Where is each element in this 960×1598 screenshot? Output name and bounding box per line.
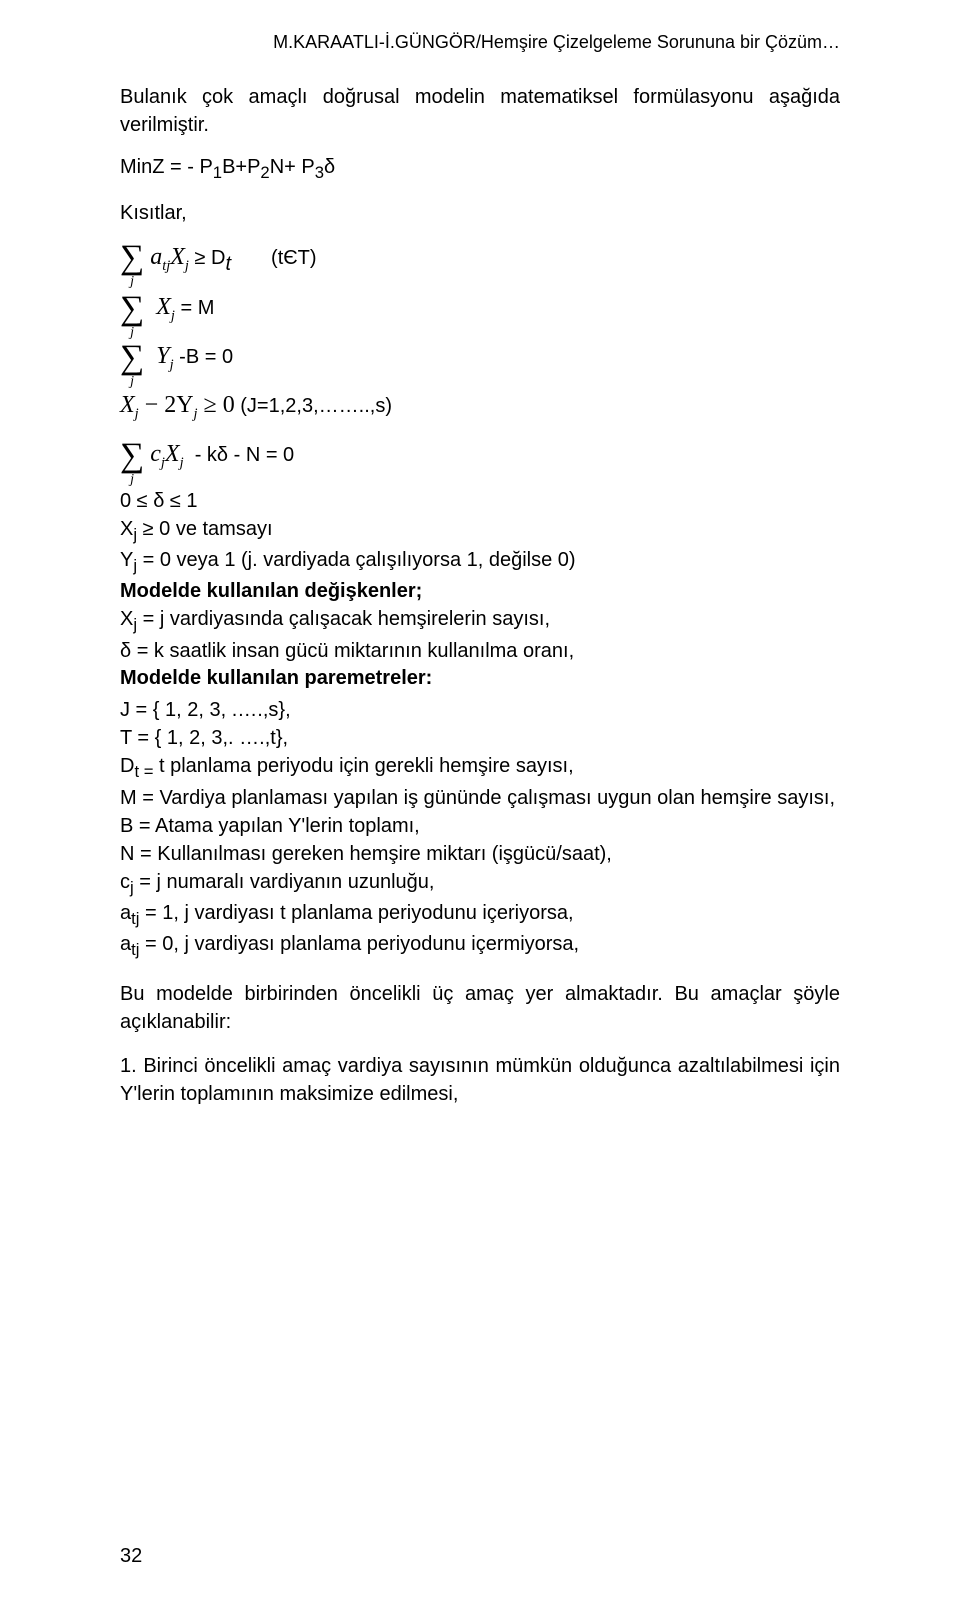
sigma-icon: ∑j [120,292,144,326]
param-l8-tail: = 1, j vardiyası t planlama periyodunu i… [139,902,573,924]
bound-line-2: Xj ≥ 0 ve tamsayı [120,515,840,546]
equation-5: ∑jcjXj - kδ - N = 0 [120,438,840,473]
var-line-1: Xj = j vardiyasında çalışacak hemşireler… [120,605,840,636]
param-line-7: cj = j numaralı vardiyanın uzunluğu, [120,868,840,899]
var-l1-tail: = j vardiyasında çalışacak hemşirelerin … [137,608,550,630]
var-line-2: δ = k saatlik insan gücü miktarının kull… [120,637,840,665]
param-l7-tail: = j numaralı vardiyanın uzunluğu, [134,871,435,893]
closing-paragraph: Bu modelde birbirinden öncelikli üç amaç… [120,980,840,1036]
param-line-8: atj = 1, j vardiyası t planlama periyodu… [120,899,840,930]
objective-line: MinZ = - P1B+P2N+ P3δ [120,153,840,184]
bound-l2-pre: X [120,518,133,540]
constraint-bounds: 0 ≤ δ ≤ 1 Xj ≥ 0 ve tamsayı Yj = 0 veya … [120,487,840,578]
eq1-a: a [150,244,162,270]
eq1-t-sub: t [225,252,231,274]
eq3-Y: Y [156,343,169,369]
param-line-2: T = { 1, 2, 3,. ….,t}, [120,724,840,752]
eq4-mid: − 2Y [139,392,194,418]
eq1-op: ≥ D [189,247,226,269]
param-line-4: M = Vardiya planlaması yapılan iş gününd… [120,784,840,812]
eq5-X: X [165,441,180,467]
param-l3-tail: t planlama periyodu için gerekli hemşire… [153,755,573,777]
eq3-rhs: -B = 0 [174,346,233,368]
eq2-X: X [156,294,171,320]
minz-mid2: N+ P [270,156,315,178]
param-l8-pre: a [120,902,131,924]
equation-3: ∑j Yj -B = 0 [120,340,840,375]
eq4-geq: ≥ 0 [198,392,235,418]
param-line-6: N = Kullanılması gereken hemşire miktarı… [120,840,840,868]
param-l3-pre: D [120,755,134,777]
var-l1-pre: X [120,608,133,630]
param-line-5: B = Atama yapılan Y'lerin toplamı, [120,812,840,840]
bound-line-1: 0 ≤ δ ≤ 1 [120,487,840,515]
param-l9-pre: a [120,933,131,955]
eq1-note: (tЄT) [271,244,316,272]
sigma-icon: ∑j [120,341,144,375]
eq4-X: X [120,392,135,418]
running-head: M.KARAATLI-İ.GÜNGÖR/Hemşire Çizelgeleme … [120,30,840,55]
minz-delta: δ [324,156,335,178]
numbered-item-1: 1. Birinci öncelikli amaç vardiya sayısı… [120,1052,840,1108]
param-line-3: Dt = t planlama periyodu için gerekli he… [120,752,840,783]
parameters-block: J = { 1, 2, 3, .….,s}, T = { 1, 2, 3,. …… [120,696,840,961]
param-l3-sub: t = [134,762,153,781]
constraints-label: Kısıtlar, [120,199,840,227]
param-l7-pre: c [120,871,130,893]
intro-paragraph: Bulanık çok amaçlı doğrusal modelin mate… [120,83,840,139]
minz-p1-sub: 1 [213,163,222,182]
sigma-icon: ∑j [120,439,144,473]
eq5-c: c [150,441,161,467]
page-container: M.KARAATLI-İ.GÜNGÖR/Hemşire Çizelgeleme … [0,0,960,1598]
parameters-heading: Modelde kullanılan paremetreler: [120,665,840,693]
param-line-1: J = { 1, 2, 3, .….,s}, [120,696,840,724]
page-number: 32 [120,1542,142,1570]
minz-p2-sub: 2 [260,163,269,182]
minz-mid1: B+P [222,156,260,178]
eq4-note: (J=1,2,3,……..,s) [235,395,392,417]
variables-heading: Modelde kullanılan değişkenler; [120,578,840,606]
minz-p3-sub: 3 [315,163,324,182]
bound-l3-tail: = 0 veya 1 (j. vardiyada çalışılıyorsa 1… [137,549,576,571]
variables-block: Xj = j vardiyasında çalışacak hemşireler… [120,605,840,664]
equation-4: Xj − 2Yj ≥ 0 (J=1,2,3,……..,s) [120,389,840,424]
eq2-rhs: = M [175,297,214,319]
equation-2: ∑j Xj = M [120,291,840,326]
bound-l3-pre: Y [120,549,133,571]
param-l9-tail: = 0, j vardiyası planlama periyodunu içe… [139,933,579,955]
eq1-X: X [170,244,185,270]
eq5-rhs: - kδ - N = 0 [184,444,295,466]
bound-line-3: Yj = 0 veya 1 (j. vardiyada çalışılıyors… [120,546,840,577]
minz-label: MinZ = - P [120,156,213,178]
equation-1: ∑jatjXj ≥ Dt(tЄT) [120,241,840,278]
sigma-icon: ∑j [120,241,144,275]
bound-l2-tail: ≥ 0 ve tamsayı [137,518,272,540]
param-line-9: atj = 0, j vardiyası planlama periyodunu… [120,930,840,961]
